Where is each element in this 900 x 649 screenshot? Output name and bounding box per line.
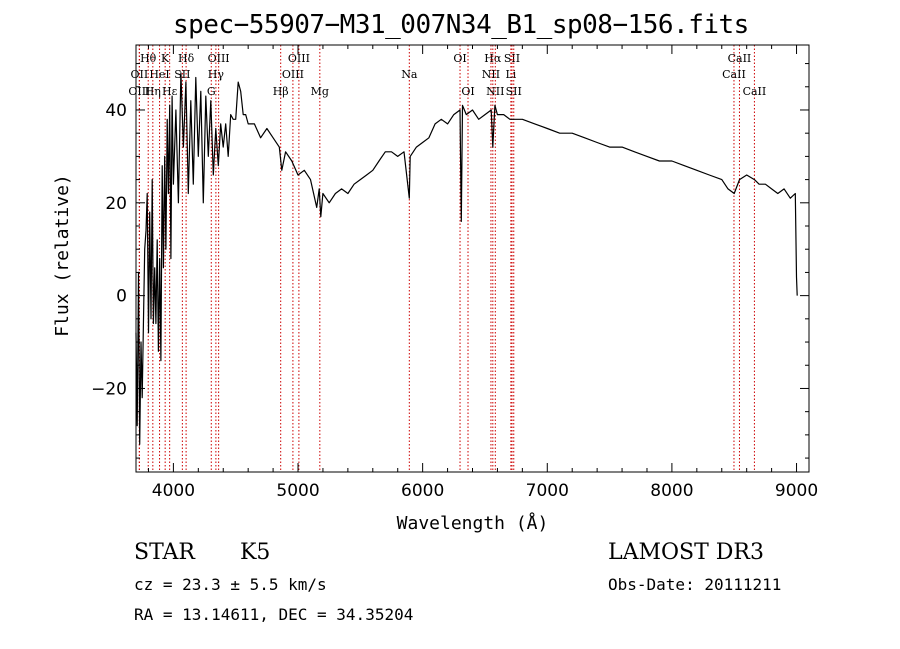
x-tick-label-0: 4000 xyxy=(152,481,195,501)
line-label-23: Li xyxy=(505,68,516,81)
x-tick-label-5: 9000 xyxy=(775,481,818,501)
object-subclass: K5 xyxy=(240,540,271,565)
y-tick-label-3: 40 xyxy=(105,101,127,121)
line-label-2: OIII xyxy=(128,85,150,98)
object-class: STAR xyxy=(134,540,195,565)
line-label-17: OI xyxy=(453,52,466,65)
line-label-7: SII xyxy=(174,68,190,81)
line-label-20: NII xyxy=(482,68,500,81)
line-label-25: CaII xyxy=(728,52,752,65)
spectrum-line xyxy=(135,72,798,445)
line-label-24: SII xyxy=(506,85,522,98)
line-label-13: OIII xyxy=(282,68,304,81)
x-tick-label-3: 7000 xyxy=(526,481,569,501)
line-label-9: OIII xyxy=(208,52,230,65)
line-label-3: K xyxy=(161,52,170,65)
redshift-text: cz = 23.3 ± 5.5 km/s xyxy=(134,575,327,594)
y-tick-label-0: −20 xyxy=(91,379,127,399)
line-label-12: OIII xyxy=(288,52,310,65)
survey-label: LAMOST DR3 xyxy=(608,540,764,565)
x-axis-label: Wavelength (Å) xyxy=(397,512,549,534)
coordinates-text: RA = 13.14611, DEC = 34.35204 xyxy=(134,605,414,624)
line-label-11: G xyxy=(207,85,216,98)
x-tick-label-1: 5000 xyxy=(276,481,319,501)
line-label-4: HeI xyxy=(149,68,169,81)
line-label-15: Mg xyxy=(311,85,329,98)
line-label-0: Hθ xyxy=(140,52,157,65)
line-label-26: CaII xyxy=(722,68,746,81)
line-label-19: Hα xyxy=(484,52,502,65)
line-label-16: Na xyxy=(401,68,418,81)
line-label-14: Hβ xyxy=(273,85,289,98)
x-tick-label-4: 8000 xyxy=(650,481,693,501)
line-label-8: Hη xyxy=(145,85,161,98)
y-axis-label: Flux (relative) xyxy=(52,174,73,337)
y-tick-label-1: 0 xyxy=(116,287,127,307)
line-label-22: SII xyxy=(504,52,520,65)
y-tick-label-2: 20 xyxy=(105,194,127,214)
line-label-21: NII xyxy=(486,85,504,98)
line-label-10: Hγ xyxy=(208,68,225,81)
chart-title: spec−55907−M31_007N34_B1_sp08−156.fits xyxy=(173,10,749,40)
line-label-18: OI xyxy=(461,85,474,98)
line-label-6: Hδ xyxy=(178,52,195,65)
obs-date-text: Obs-Date: 20111211 xyxy=(608,575,782,594)
x-tick-label-2: 6000 xyxy=(401,481,444,501)
line-label-5: Hε xyxy=(162,85,178,98)
line-label-27: CaII xyxy=(743,85,767,98)
